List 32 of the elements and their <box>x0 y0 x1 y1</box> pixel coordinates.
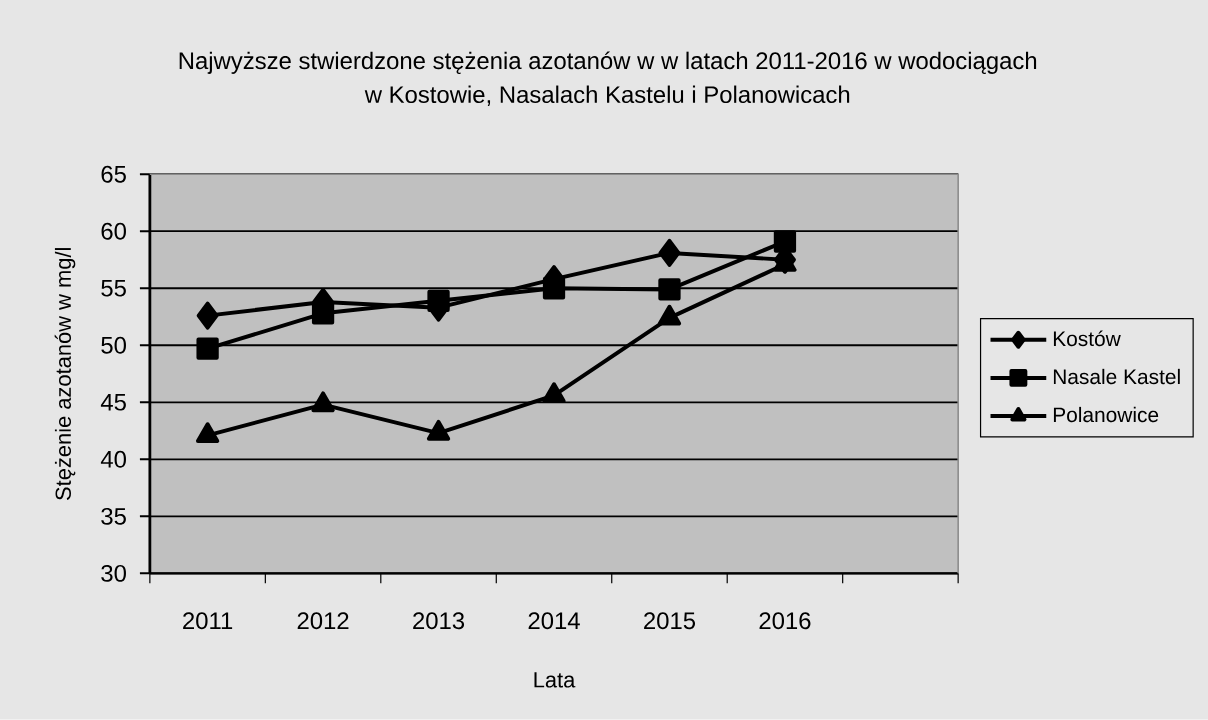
legend-label: Nasale Kastel <box>1053 368 1180 385</box>
y-tick-label: 50 <box>101 336 126 354</box>
legend-label: Kostów <box>1053 330 1121 347</box>
x-tick-label: 2015 <box>644 612 696 630</box>
x-tick-label: 2014 <box>528 612 580 630</box>
point <box>542 382 566 404</box>
legend-label: Polanowice <box>1053 407 1159 423</box>
point <box>311 391 335 413</box>
y-tick-label: 30 <box>101 565 126 582</box>
point <box>426 420 451 441</box>
point <box>658 278 681 301</box>
point <box>427 289 450 313</box>
x-tick-label: 2012 <box>297 612 349 630</box>
x-tick-label: 2011 <box>183 612 233 630</box>
y-axis-title: Stężenie azotanów w mg/l <box>54 248 76 501</box>
point <box>773 230 797 253</box>
x-tick-label: 2016 <box>759 612 811 630</box>
y-tick-label: 65 <box>101 165 126 183</box>
y-tick-label: 40 <box>100 451 126 468</box>
y-tick-label: 45 <box>100 394 126 411</box>
point <box>658 239 681 267</box>
point <box>311 302 335 325</box>
point <box>195 422 220 444</box>
point <box>196 337 219 360</box>
x-axis-title: Lata <box>534 672 576 688</box>
point <box>196 301 219 330</box>
y-tick-label: 60 <box>101 222 126 240</box>
point <box>542 277 566 300</box>
y-tick-label: 35 <box>101 508 126 525</box>
x-tick-label: 2013 <box>413 612 465 630</box>
chart-title: Najwyższe stwierdzone stężenia azotanów w w latach 2011-2016 w wodociągach w Kostowie, Nasalach Kastelu i Polanowicach <box>179 51 1037 107</box>
y-tick-label: 55 <box>101 280 126 297</box>
